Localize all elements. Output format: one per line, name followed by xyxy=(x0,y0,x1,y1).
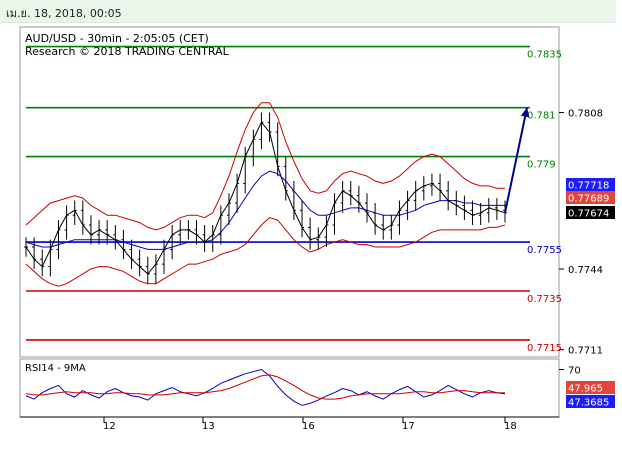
price-tag xyxy=(566,178,615,191)
x-tick-label: 13 xyxy=(202,421,215,432)
price-tag xyxy=(566,191,615,204)
x-tick-label: 12 xyxy=(103,421,116,432)
rsi-series-rsi xyxy=(25,368,506,406)
level-label: 0.7715 xyxy=(527,343,562,354)
price-tag xyxy=(566,395,615,408)
x-tick-label: 16 xyxy=(302,421,315,432)
series-bollinger-lower xyxy=(25,217,506,287)
series-price xyxy=(25,121,506,275)
level-label: 0.7735 xyxy=(527,294,562,305)
level-label: 0.7755 xyxy=(527,245,562,256)
rsi-title: RSI14 - 9MA xyxy=(25,363,86,374)
chart-subtitle: Research © 2018 TRADING CENTRAL xyxy=(25,45,230,58)
x-tick-label: 17 xyxy=(402,421,415,432)
x-tick-label: 18 xyxy=(504,421,517,432)
price-tag xyxy=(566,381,615,394)
price-tag-label: 0.77689 xyxy=(568,194,609,205)
price-tag-label: 0.77674 xyxy=(568,209,609,220)
y-tick-label: 0.7808 xyxy=(568,109,603,120)
rsi-series-rsi-ma xyxy=(25,374,505,400)
price-tag-label: 47.965 xyxy=(568,384,603,395)
price-tag-label: 47.3685 xyxy=(568,398,609,409)
header-datetime: เม.ย. 18, 2018, 00:05 xyxy=(6,7,122,20)
price-tag xyxy=(566,206,615,219)
price-tag-label: 0.77718 xyxy=(568,181,609,192)
level-label: 0.781 xyxy=(527,111,556,122)
rsi-panel-frame xyxy=(19,358,560,418)
y-tick-label: 0.7744 xyxy=(568,265,603,276)
rsi-y-tick-label: 70 xyxy=(568,366,581,377)
header-bar: เม.ย. 18, 2018, 00:05 xyxy=(0,0,616,23)
projection-arrowhead xyxy=(520,107,530,118)
y-tick-label: 0.7711 xyxy=(568,346,603,357)
chart-title: AUD/USD - 30min - 2:05:05 (CET) xyxy=(25,32,209,45)
main-panel-frame xyxy=(19,26,560,358)
level-label: 0.779 xyxy=(527,160,556,171)
series-bollinger-upper xyxy=(25,102,505,231)
series-moving-average xyxy=(25,170,505,250)
level-label: 0.7835 xyxy=(527,50,562,61)
projection-arrow xyxy=(504,107,528,213)
